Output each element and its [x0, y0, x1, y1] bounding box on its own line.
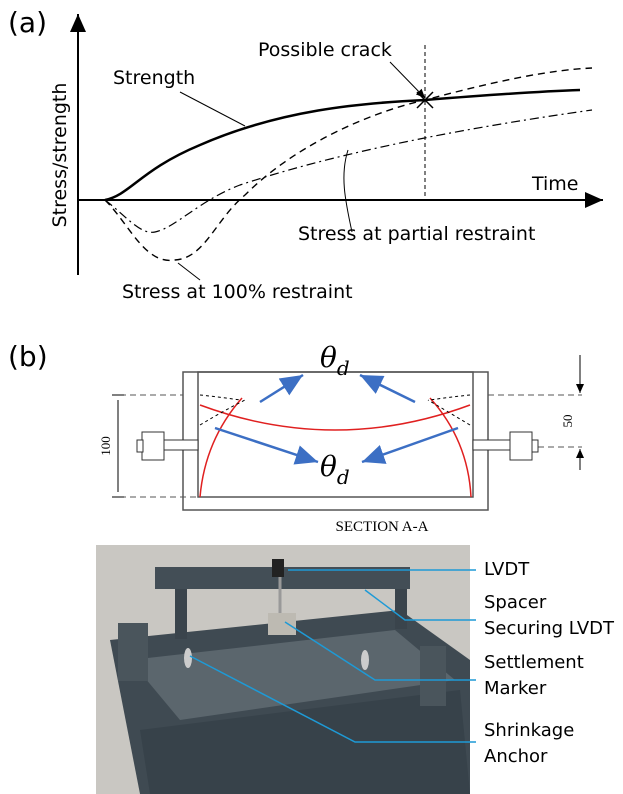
- leader: [389, 61, 426, 99]
- callout: Anchor: [484, 746, 548, 767]
- full-label: Stress at 100% restraint: [122, 281, 353, 303]
- photo: [96, 545, 470, 794]
- dim-lines: [120, 394, 582, 498]
- section-label: SECTION A-A: [336, 519, 429, 535]
- deformed-top: [199, 404, 471, 431]
- y-axis-label: Stress/strength: [49, 83, 71, 228]
- theta: θd: [320, 450, 350, 489]
- panel-label: (a): [8, 6, 47, 39]
- theta-symbol: θ: [320, 450, 337, 483]
- leader: [177, 262, 201, 281]
- reference: [199, 394, 471, 426]
- dim-label: 50: [560, 415, 575, 428]
- callout: Securing LVDT: [484, 618, 615, 639]
- theta-subscript: d: [337, 356, 350, 380]
- panel-label: (b): [8, 340, 48, 373]
- partial-label: Stress at partial restraint: [298, 223, 535, 245]
- theta-subscript: d: [337, 465, 350, 489]
- full-restraint-curve: [104, 67, 593, 261]
- dim: [112, 394, 124, 498]
- callout: Shrinkage: [484, 720, 574, 741]
- theta-arrows: [214, 373, 459, 465]
- mould-outer: [182, 371, 489, 511]
- leader: [343, 149, 353, 233]
- mould-inner: [197, 371, 474, 498]
- callouts: LVDT Spacer Securing LVDT Settlement Mar…: [484, 559, 615, 767]
- callout-lines: [189, 569, 476, 743]
- theta: θd: [320, 341, 350, 380]
- strength-curve: [104, 88, 581, 202]
- crack-label: Possible crack: [258, 39, 392, 61]
- callout: Marker: [484, 678, 547, 699]
- callout: Spacer: [484, 592, 547, 613]
- panel-a: (a) Stress/strength Time Possible crack …: [8, 6, 603, 303]
- callout: Settlement: [484, 652, 584, 673]
- lvdt-right: [472, 431, 539, 461]
- callout: LVDT: [484, 559, 530, 580]
- dim-label: 100: [98, 436, 113, 456]
- x-axis-label: Time: [531, 173, 579, 195]
- leader: [179, 91, 246, 127]
- lvdt-left: [136, 431, 199, 461]
- partial-restraint-curve: [104, 109, 593, 233]
- deformed-side: [199, 397, 472, 498]
- theta-symbol: θ: [320, 341, 337, 374]
- panel-b: (b) 100 50 θd θd SECTION A-A LVDT Spacer…: [8, 340, 615, 794]
- strength-label: Strength: [113, 67, 195, 89]
